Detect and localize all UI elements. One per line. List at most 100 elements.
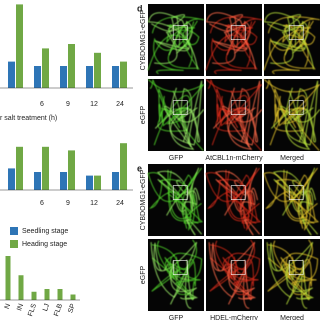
bar <box>112 66 119 88</box>
column-label: GFP <box>169 315 184 320</box>
x-tick-label: 9 <box>66 200 70 207</box>
bar <box>34 66 41 88</box>
bar <box>16 4 23 88</box>
bar <box>86 175 93 190</box>
x-tick-label: 6 <box>40 200 44 207</box>
column-label: AtCBL1n-mCherry <box>205 155 263 162</box>
bar <box>120 61 127 88</box>
column-label: HDEL-mCherry <box>210 315 258 320</box>
bar <box>94 52 101 88</box>
zoom-box <box>172 100 188 115</box>
micrograph <box>206 239 262 311</box>
bar <box>8 168 15 190</box>
x-tick-label: FLB <box>53 303 64 318</box>
cell-outline <box>156 170 194 216</box>
x-tick-label: 12 <box>90 101 98 108</box>
bar <box>42 48 49 88</box>
cell-outline <box>285 265 315 300</box>
x-tick-label: 9 <box>66 101 70 108</box>
cell-outline <box>269 20 314 75</box>
cell-outline <box>263 79 320 127</box>
cell-outline <box>164 256 201 286</box>
cell-outline <box>154 21 193 64</box>
x-tick-label: 24 <box>116 200 124 207</box>
bar <box>60 66 67 88</box>
micrograph <box>263 4 320 76</box>
micrograph <box>148 239 204 311</box>
cell-outline <box>221 87 263 150</box>
cell-outline <box>283 239 314 295</box>
micrograph <box>147 79 205 151</box>
cell-outline <box>153 20 198 75</box>
micrograph <box>205 164 262 236</box>
x-axis-label: r salt treatment (h) <box>0 115 57 122</box>
cell-outline <box>232 167 260 231</box>
cell-outline <box>147 79 205 127</box>
row-label: eGFP <box>140 266 147 285</box>
bar <box>8 61 15 88</box>
zoom-box <box>230 100 246 115</box>
micrograph <box>263 164 320 236</box>
zoom-box <box>172 185 188 200</box>
legend-swatch <box>10 227 18 235</box>
bar <box>5 256 11 300</box>
legend-label: Heading stage <box>22 241 67 248</box>
bar <box>68 44 75 88</box>
cell-outline <box>288 88 309 148</box>
cell-outline <box>270 21 309 64</box>
cell-outline <box>276 107 320 151</box>
cell-outline <box>157 240 196 300</box>
micrograph <box>205 4 262 76</box>
bar <box>112 172 119 190</box>
row-label: CYBDOMG1-eGFP <box>140 169 147 230</box>
cell-outline <box>273 240 312 300</box>
x-tick-label: N <box>4 303 12 310</box>
cell-outline <box>279 87 320 150</box>
cell-outline <box>149 180 202 218</box>
cell-outline <box>166 24 200 46</box>
bar <box>57 289 63 300</box>
panel-label: e <box>137 163 142 173</box>
x-tick-label: IN <box>16 303 25 312</box>
cell-outline <box>167 239 198 295</box>
cell-outline <box>170 80 203 146</box>
cell-outline <box>174 167 202 231</box>
micrograph <box>205 79 263 151</box>
zoom-box <box>172 25 188 40</box>
legend-swatch <box>10 240 18 248</box>
column-label: Merged <box>280 315 304 320</box>
row-label: CYBDOMG1-eGFP <box>140 9 147 70</box>
cell-outline <box>169 265 199 300</box>
zoom-box <box>172 260 188 275</box>
bar <box>94 175 101 190</box>
cell-outline <box>214 170 252 216</box>
cell-outline <box>163 87 205 150</box>
bar <box>44 289 50 300</box>
x-tick-label: FLS <box>27 303 38 318</box>
bar <box>68 150 75 190</box>
micrograph <box>264 239 320 311</box>
cell-outline <box>205 79 263 127</box>
cell-outline <box>224 24 258 46</box>
column-label: GFP <box>169 155 184 162</box>
bar <box>31 291 37 300</box>
cell-outline <box>151 16 204 69</box>
x-tick-label: 12 <box>90 200 98 207</box>
zoom-box <box>288 185 304 200</box>
zoom-box <box>288 260 304 275</box>
cell-outline <box>218 107 262 151</box>
cell-outline <box>212 21 251 64</box>
bar <box>42 146 49 190</box>
micrograph <box>263 79 320 151</box>
cell-outline <box>267 16 320 69</box>
cell-outline <box>290 167 318 231</box>
zoom-box <box>288 100 304 115</box>
micrograph <box>147 164 204 236</box>
bar <box>120 143 127 190</box>
panel-label: d <box>137 3 143 13</box>
cell-outline <box>215 240 254 300</box>
bar <box>34 172 41 190</box>
cell-outline <box>228 80 261 146</box>
cell-outline <box>211 20 256 75</box>
cell-outline <box>265 180 318 218</box>
